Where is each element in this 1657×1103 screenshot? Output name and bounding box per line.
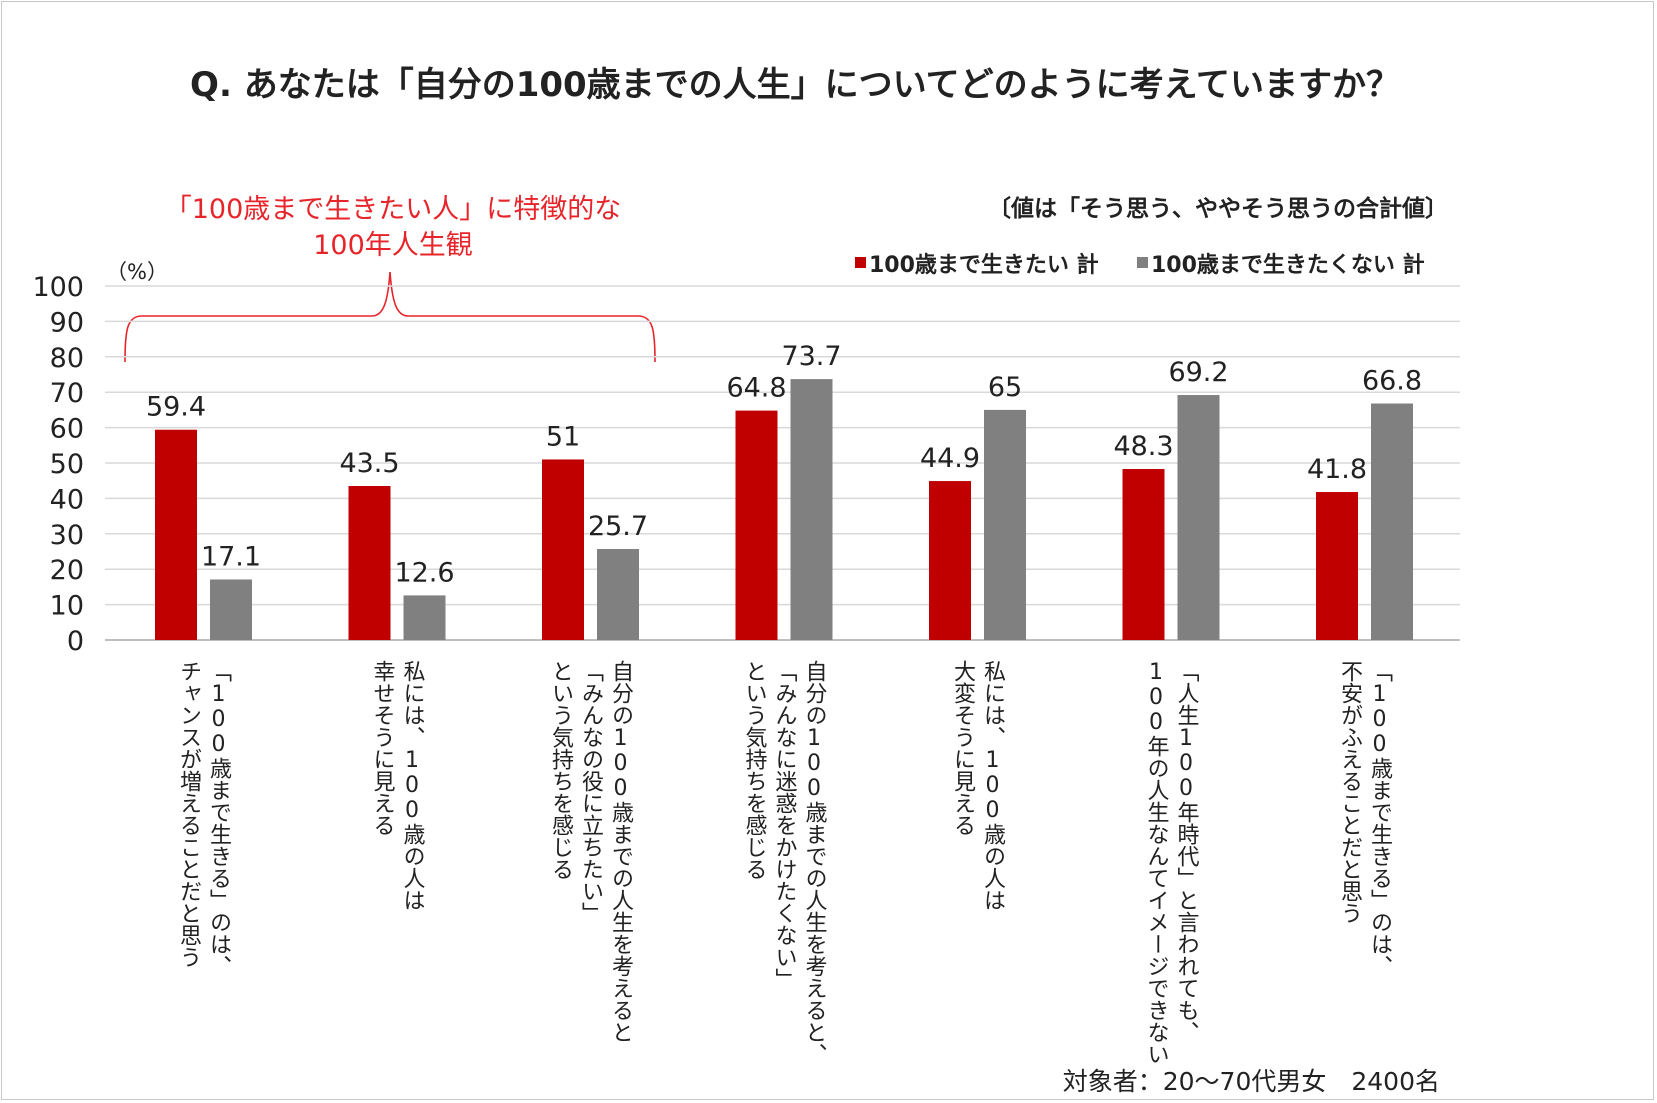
bar-series-1: [735, 410, 778, 640]
x-category-label: 「みんなの役に立ちたい」: [578, 660, 604, 924]
chart-title: Q. あなたは「自分の100歳までの人生」についてどのように考えていますか？: [190, 65, 1400, 105]
data-label: 48.3: [1113, 431, 1173, 462]
bar-series-2: [984, 409, 1026, 640]
data-label: 59.4: [146, 392, 206, 423]
bar-series-1: [155, 429, 197, 640]
bar-series-2: [1371, 403, 1413, 640]
bar-series-2: [790, 379, 833, 640]
data-label: 43.5: [339, 448, 399, 479]
footnote: 対象者：20～70代男女 2400名: [1063, 1067, 1440, 1096]
bar-series-2: [597, 549, 639, 640]
highlight-label-line2: 100年人生観: [313, 230, 473, 261]
data-label: 12.6: [394, 557, 454, 588]
data-label: 73.7: [781, 341, 841, 372]
bar-series-1: [929, 481, 971, 640]
bar-series-2: [1177, 395, 1220, 640]
highlight-bracket: [124, 271, 656, 363]
legend-label-series-1: 100歳まで生きたい 計: [869, 252, 1099, 278]
x-category-label: 「人生100年時代」と言われても、: [1174, 660, 1200, 1043]
x-category-label: 私には、100歳の人は: [400, 660, 426, 911]
y-tick-label: 30: [50, 520, 84, 551]
data-label: 69.2: [1168, 357, 1228, 388]
legend-swatch-series-2: [1137, 257, 1148, 268]
data-label: 17.1: [201, 541, 261, 572]
bar-series-1: [1316, 492, 1358, 640]
x-category-label: という気持ちを感じる: [742, 660, 768, 880]
x-category-label: チャンスが増えることだと思う: [176, 660, 202, 968]
legend: 100歳まで生きたい 計 100歳まで生きたくない 計: [855, 252, 1425, 278]
y-tick-label: 60: [50, 414, 84, 445]
highlight-label-line1: 「100歳まで生きたい人」に特徴的な: [165, 194, 622, 225]
x-category-label: 不安がふえることだと思う: [1337, 660, 1363, 924]
value-note: 〔値は「そう思う、ややそう思うの合計値〕: [988, 195, 1448, 222]
x-category-label: 幸せそうに見える: [370, 660, 396, 836]
unit-label: （%）: [106, 260, 168, 284]
x-category-label: 大変そうに見える: [950, 660, 976, 836]
data-label: 51: [546, 421, 580, 452]
y-tick-label: 100: [32, 272, 84, 303]
x-category-label: 100年の人生なんてイメージできない: [1144, 660, 1170, 1065]
y-tick-label: 0: [67, 626, 84, 657]
bar-series-1: [1122, 469, 1165, 640]
bar-series-1: [542, 459, 584, 640]
x-category-label: という気持ちを感じる: [548, 660, 574, 880]
legend-label-series-2: 100歳まで生きたくない 計: [1151, 252, 1425, 278]
data-label: 65: [988, 372, 1022, 403]
y-tick-label: 50: [50, 449, 84, 480]
data-label: 66.8: [1362, 366, 1422, 397]
x-category-label: 自分の100歳までの人生を考えると、: [802, 660, 828, 1065]
data-label: 64.8: [726, 373, 786, 404]
x-category-label: 「100歳まで生きる」のは、: [206, 660, 232, 977]
y-tick-label: 20: [50, 555, 84, 586]
y-tick-label: 10: [50, 591, 84, 622]
x-category-label: 「100歳まで生きる」のは、: [1367, 660, 1393, 977]
x-category-label: 「みんなに迷惑をかけたくない」: [772, 660, 798, 990]
y-tick-label: 70: [50, 378, 84, 409]
bar-series-2: [210, 579, 252, 640]
y-tick-label: 80: [50, 343, 84, 374]
y-tick-label: 90: [50, 307, 84, 338]
data-label: 41.8: [1307, 454, 1367, 485]
data-label: 44.9: [920, 443, 980, 474]
bar-series-1: [348, 486, 391, 640]
x-category-label: 私には、100歳の人は: [980, 660, 1006, 911]
bar-series-2: [403, 595, 446, 640]
y-tick-label: 40: [50, 484, 84, 515]
x-category-label: 自分の100歳までの人生を考えると: [608, 660, 634, 1043]
data-label: 25.7: [588, 511, 648, 542]
legend-swatch-series-1: [855, 257, 866, 268]
